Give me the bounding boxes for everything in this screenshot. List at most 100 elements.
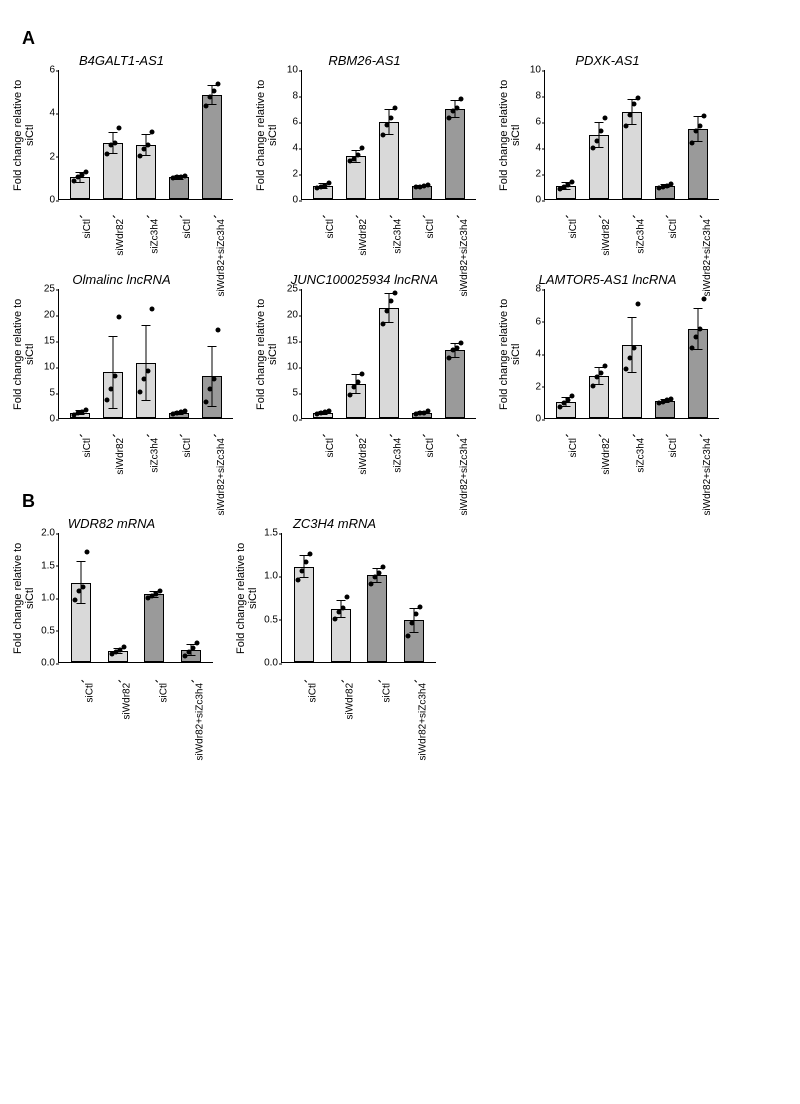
y-tick: 15: [44, 336, 55, 347]
data-point: [636, 302, 641, 307]
chart-title: JUNC100025934 lncRNA: [291, 272, 438, 287]
data-point: [590, 383, 595, 388]
error-bar: [81, 561, 82, 604]
data-point: [624, 124, 629, 129]
data-point: [455, 345, 460, 350]
data-point: [594, 138, 599, 143]
chart-title: RBM26-AS1: [328, 53, 400, 68]
chart-title: Olmalinc lncRNA: [72, 272, 170, 287]
data-point: [146, 142, 151, 147]
y-tick: 1.0: [264, 571, 278, 582]
data-point: [216, 82, 221, 87]
data-point: [183, 174, 188, 179]
y-axis-label: Fold change relative to siCtl: [496, 70, 522, 200]
data-point: [405, 634, 410, 639]
bar: [367, 575, 387, 662]
y-tick: 10: [44, 362, 55, 373]
error-bar: [112, 336, 113, 409]
data-point: [455, 106, 460, 111]
y-tick: 1.0: [41, 593, 55, 604]
y-axis-label: Fold change relative to siCtl: [10, 289, 36, 419]
y-tick: 5: [49, 388, 55, 399]
chart-title: ZC3H4 mRNA: [293, 516, 376, 531]
y-tick: 2: [535, 381, 541, 392]
data-point: [694, 334, 699, 339]
data-point: [690, 346, 695, 351]
data-point: [112, 140, 117, 145]
plot-area: [301, 70, 476, 200]
data-point: [569, 394, 574, 399]
data-point: [669, 182, 674, 187]
y-tick: 0.5: [264, 614, 278, 625]
y-tick: 1.5: [264, 528, 278, 539]
chart: WDR82 mRNAFold change relative to siCtl0…: [10, 516, 213, 725]
data-point: [590, 146, 595, 151]
data-point: [632, 102, 637, 107]
data-point: [385, 122, 390, 127]
chart-title: PDXK-AS1: [575, 53, 639, 68]
y-tick: 20: [287, 310, 298, 321]
data-point: [138, 153, 143, 158]
data-point: [377, 570, 382, 575]
bar: [445, 109, 465, 199]
chart-title: B4GALT1-AS1: [79, 53, 164, 68]
data-point: [83, 408, 88, 413]
y-tick: 8: [292, 91, 298, 102]
y-tick: 6: [49, 65, 55, 76]
error-bar: [389, 293, 390, 323]
plot-area: [544, 289, 719, 419]
plot-area: [301, 289, 476, 419]
data-point: [208, 95, 213, 100]
data-point: [417, 605, 422, 610]
chart: JUNC100025934 lncRNAFold change relative…: [253, 272, 476, 481]
y-tick: 4: [535, 143, 541, 154]
data-point: [326, 180, 331, 185]
data-point: [212, 377, 217, 382]
data-point: [698, 326, 703, 331]
data-point: [389, 299, 394, 304]
data-point: [150, 129, 155, 134]
y-tick: 0: [535, 414, 541, 425]
data-point: [369, 582, 374, 587]
y-tick: 0.5: [41, 625, 55, 636]
data-point: [624, 367, 629, 372]
row-b: WDR82 mRNAFold change relative to siCtl0…: [10, 516, 790, 725]
data-point: [628, 112, 633, 117]
data-point: [381, 133, 386, 138]
data-point: [373, 575, 378, 580]
data-point: [447, 116, 452, 121]
data-point: [146, 369, 151, 374]
bar: [202, 95, 222, 199]
chart: ZC3H4 mRNA Fold change relative to siCtl 0…: [233, 516, 436, 725]
data-point: [389, 116, 394, 121]
data-point: [108, 387, 113, 392]
y-axis-label: Fold change relative to siCtl: [253, 70, 279, 200]
data-point: [116, 314, 121, 319]
data-point: [183, 409, 188, 414]
data-point: [426, 409, 431, 414]
y-tick: 4: [535, 349, 541, 360]
plot-area: [281, 533, 436, 663]
y-axis-label: Fold change relative to siCtl: [10, 70, 36, 200]
y-tick: 0: [292, 414, 298, 425]
y-axis-label: Fold change relative to siCtl: [233, 533, 259, 663]
y-tick: 8: [535, 91, 541, 102]
data-point: [355, 152, 360, 157]
error-bar: [146, 325, 147, 401]
data-point: [208, 387, 213, 392]
data-point: [340, 606, 345, 611]
chart: B4GALT1-AS1 Fold change relative to siCtl…: [10, 53, 233, 262]
y-tick: 4: [292, 143, 298, 154]
data-point: [104, 151, 109, 156]
data-point: [413, 612, 418, 617]
data-point: [459, 96, 464, 101]
row-a1: B4GALT1-AS1 Fold change relative to siCtl…: [10, 53, 790, 262]
y-tick: 15: [287, 336, 298, 347]
data-point: [359, 371, 364, 376]
data-point: [628, 355, 633, 360]
y-tick: 10: [287, 362, 298, 373]
y-tick: 5: [292, 388, 298, 399]
data-point: [598, 370, 603, 375]
y-tick: 4: [49, 108, 55, 119]
y-tick: 0: [535, 195, 541, 206]
